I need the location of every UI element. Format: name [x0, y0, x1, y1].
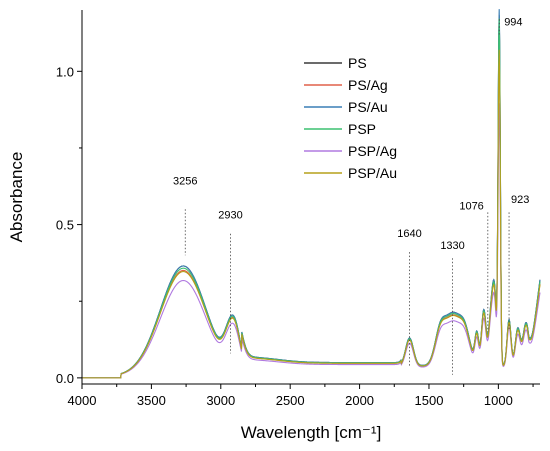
- peak-label: 1076: [459, 200, 483, 212]
- x-tick-label: 2000: [345, 393, 374, 408]
- tick-layer: 4000 3500 3000 2500 2000 1500 1000 0.0 0.5 1.0: [56, 64, 534, 408]
- legend-label: PS: [348, 55, 367, 71]
- legend: PS PS/Ag PS/Au PSP PSP/Ag PSP/Au: [304, 55, 397, 181]
- legend-label: PSP/Au: [348, 165, 397, 181]
- legend-label: PS/Au: [348, 99, 388, 115]
- x-tick-label: 1500: [415, 393, 444, 408]
- peak-label: 994: [504, 16, 522, 28]
- x-axis-title: Wavelength [cm⁻¹]: [241, 423, 382, 442]
- y-tick-label: 0.0: [56, 371, 74, 386]
- y-tick-label: 1.0: [56, 64, 74, 79]
- series-line-ps-au: [82, 9, 541, 379]
- x-tick-label: 2500: [276, 393, 305, 408]
- x-tick-label: 4000: [68, 393, 97, 408]
- x-tick-label: 3000: [206, 393, 235, 408]
- series-line-psp: [82, 18, 541, 379]
- annotation-layer: 3256 2930 1640 1330 1076 994 923: [173, 16, 529, 375]
- x-tick-label: 1000: [484, 393, 513, 408]
- peak-label: 1640: [397, 228, 421, 240]
- legend-label: PSP: [348, 121, 376, 137]
- legend-label: PSP/Ag: [348, 143, 397, 159]
- y-tick-label: 0.5: [56, 218, 74, 233]
- series-line-ps: [82, 15, 541, 379]
- series-line-psp-au: [82, 49, 541, 379]
- peak-label: 1330: [440, 240, 464, 252]
- series-layer: [82, 9, 541, 379]
- y-axis-title: Absorbance: [7, 152, 26, 243]
- x-tick-label: 3500: [137, 393, 166, 408]
- peak-label: 923: [511, 194, 529, 206]
- series-line-psp-ag: [82, 103, 541, 379]
- peak-label: 2930: [218, 209, 242, 221]
- peak-label: 3256: [173, 176, 197, 188]
- legend-label: PS/Ag: [348, 77, 388, 93]
